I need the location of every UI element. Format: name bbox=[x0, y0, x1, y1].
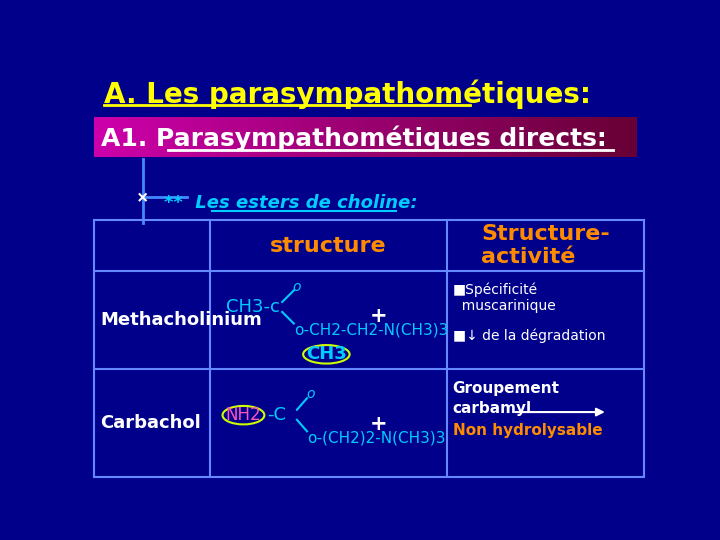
FancyBboxPatch shape bbox=[212, 117, 221, 157]
FancyBboxPatch shape bbox=[103, 117, 113, 157]
FancyBboxPatch shape bbox=[464, 117, 474, 157]
FancyBboxPatch shape bbox=[374, 117, 384, 157]
FancyBboxPatch shape bbox=[347, 117, 357, 157]
FancyBboxPatch shape bbox=[320, 117, 330, 157]
FancyBboxPatch shape bbox=[392, 117, 402, 157]
Text: Structure-
activité: Structure- activité bbox=[481, 224, 610, 267]
FancyBboxPatch shape bbox=[591, 117, 601, 157]
Text: Carbachol: Carbachol bbox=[100, 414, 201, 432]
FancyBboxPatch shape bbox=[600, 117, 610, 157]
Text: ■Spécificité
  muscarinique: ■Spécificité muscarinique bbox=[453, 283, 555, 313]
FancyBboxPatch shape bbox=[311, 117, 320, 157]
FancyBboxPatch shape bbox=[446, 117, 456, 157]
FancyBboxPatch shape bbox=[482, 117, 492, 157]
Text: ■↓ de la dégradation: ■↓ de la dégradation bbox=[453, 329, 606, 343]
FancyBboxPatch shape bbox=[537, 117, 546, 157]
FancyBboxPatch shape bbox=[329, 117, 339, 157]
FancyBboxPatch shape bbox=[510, 117, 520, 157]
FancyBboxPatch shape bbox=[248, 117, 258, 157]
FancyBboxPatch shape bbox=[419, 117, 429, 157]
FancyBboxPatch shape bbox=[238, 117, 248, 157]
Text: -C: -C bbox=[266, 406, 286, 424]
FancyBboxPatch shape bbox=[139, 117, 149, 157]
Text: carbamyl: carbamyl bbox=[453, 401, 532, 416]
FancyBboxPatch shape bbox=[184, 117, 194, 157]
Text: o: o bbox=[307, 387, 315, 401]
Text: CH3-c: CH3-c bbox=[225, 298, 279, 316]
Text: CH3: CH3 bbox=[306, 345, 347, 363]
FancyBboxPatch shape bbox=[456, 117, 465, 157]
FancyBboxPatch shape bbox=[256, 117, 266, 157]
FancyBboxPatch shape bbox=[555, 117, 564, 157]
Text: **  Les esters de choline:: ** Les esters de choline: bbox=[163, 194, 418, 212]
FancyBboxPatch shape bbox=[194, 117, 203, 157]
Text: A. Les parasympathométiques:: A. Les parasympathométiques: bbox=[104, 79, 591, 109]
Text: structure: structure bbox=[270, 236, 387, 256]
FancyBboxPatch shape bbox=[500, 117, 510, 157]
Text: +: + bbox=[369, 414, 387, 434]
Text: NH2: NH2 bbox=[225, 406, 261, 424]
FancyBboxPatch shape bbox=[220, 117, 230, 157]
FancyBboxPatch shape bbox=[356, 117, 366, 157]
FancyBboxPatch shape bbox=[428, 117, 438, 157]
FancyBboxPatch shape bbox=[492, 117, 502, 157]
FancyBboxPatch shape bbox=[474, 117, 483, 157]
Text: o-CH2-CH2-N(CH3)3: o-CH2-CH2-N(CH3)3 bbox=[294, 323, 448, 338]
FancyBboxPatch shape bbox=[175, 117, 185, 157]
FancyBboxPatch shape bbox=[121, 117, 131, 157]
FancyBboxPatch shape bbox=[266, 117, 276, 157]
FancyBboxPatch shape bbox=[130, 117, 140, 157]
FancyBboxPatch shape bbox=[293, 117, 302, 157]
FancyBboxPatch shape bbox=[573, 117, 583, 157]
FancyBboxPatch shape bbox=[112, 117, 122, 157]
Text: o: o bbox=[292, 280, 301, 294]
FancyBboxPatch shape bbox=[383, 117, 393, 157]
FancyBboxPatch shape bbox=[582, 117, 592, 157]
FancyBboxPatch shape bbox=[528, 117, 538, 157]
FancyBboxPatch shape bbox=[94, 117, 104, 157]
FancyBboxPatch shape bbox=[627, 117, 637, 157]
FancyBboxPatch shape bbox=[230, 117, 239, 157]
Text: A1. Parasympathométiques directs:: A1. Parasympathométiques directs: bbox=[101, 126, 606, 151]
FancyBboxPatch shape bbox=[302, 117, 312, 157]
Text: Methacholinium: Methacholinium bbox=[100, 311, 262, 329]
FancyBboxPatch shape bbox=[365, 117, 375, 157]
Text: Groupement: Groupement bbox=[453, 381, 559, 395]
FancyBboxPatch shape bbox=[401, 117, 411, 157]
FancyBboxPatch shape bbox=[202, 117, 212, 157]
FancyBboxPatch shape bbox=[284, 117, 294, 157]
FancyBboxPatch shape bbox=[546, 117, 556, 157]
Text: o-(CH2)2-N(CH3)3: o-(CH2)2-N(CH3)3 bbox=[307, 431, 446, 445]
FancyBboxPatch shape bbox=[275, 117, 284, 157]
FancyBboxPatch shape bbox=[338, 117, 348, 157]
FancyBboxPatch shape bbox=[157, 117, 167, 157]
FancyBboxPatch shape bbox=[519, 117, 528, 157]
Text: Non hydrolysable: Non hydrolysable bbox=[453, 423, 603, 438]
Text: +: + bbox=[369, 306, 387, 326]
FancyBboxPatch shape bbox=[609, 117, 619, 157]
FancyBboxPatch shape bbox=[166, 117, 176, 157]
FancyBboxPatch shape bbox=[618, 117, 628, 157]
FancyBboxPatch shape bbox=[148, 117, 158, 157]
FancyBboxPatch shape bbox=[438, 117, 447, 157]
FancyBboxPatch shape bbox=[564, 117, 574, 157]
FancyBboxPatch shape bbox=[410, 117, 420, 157]
